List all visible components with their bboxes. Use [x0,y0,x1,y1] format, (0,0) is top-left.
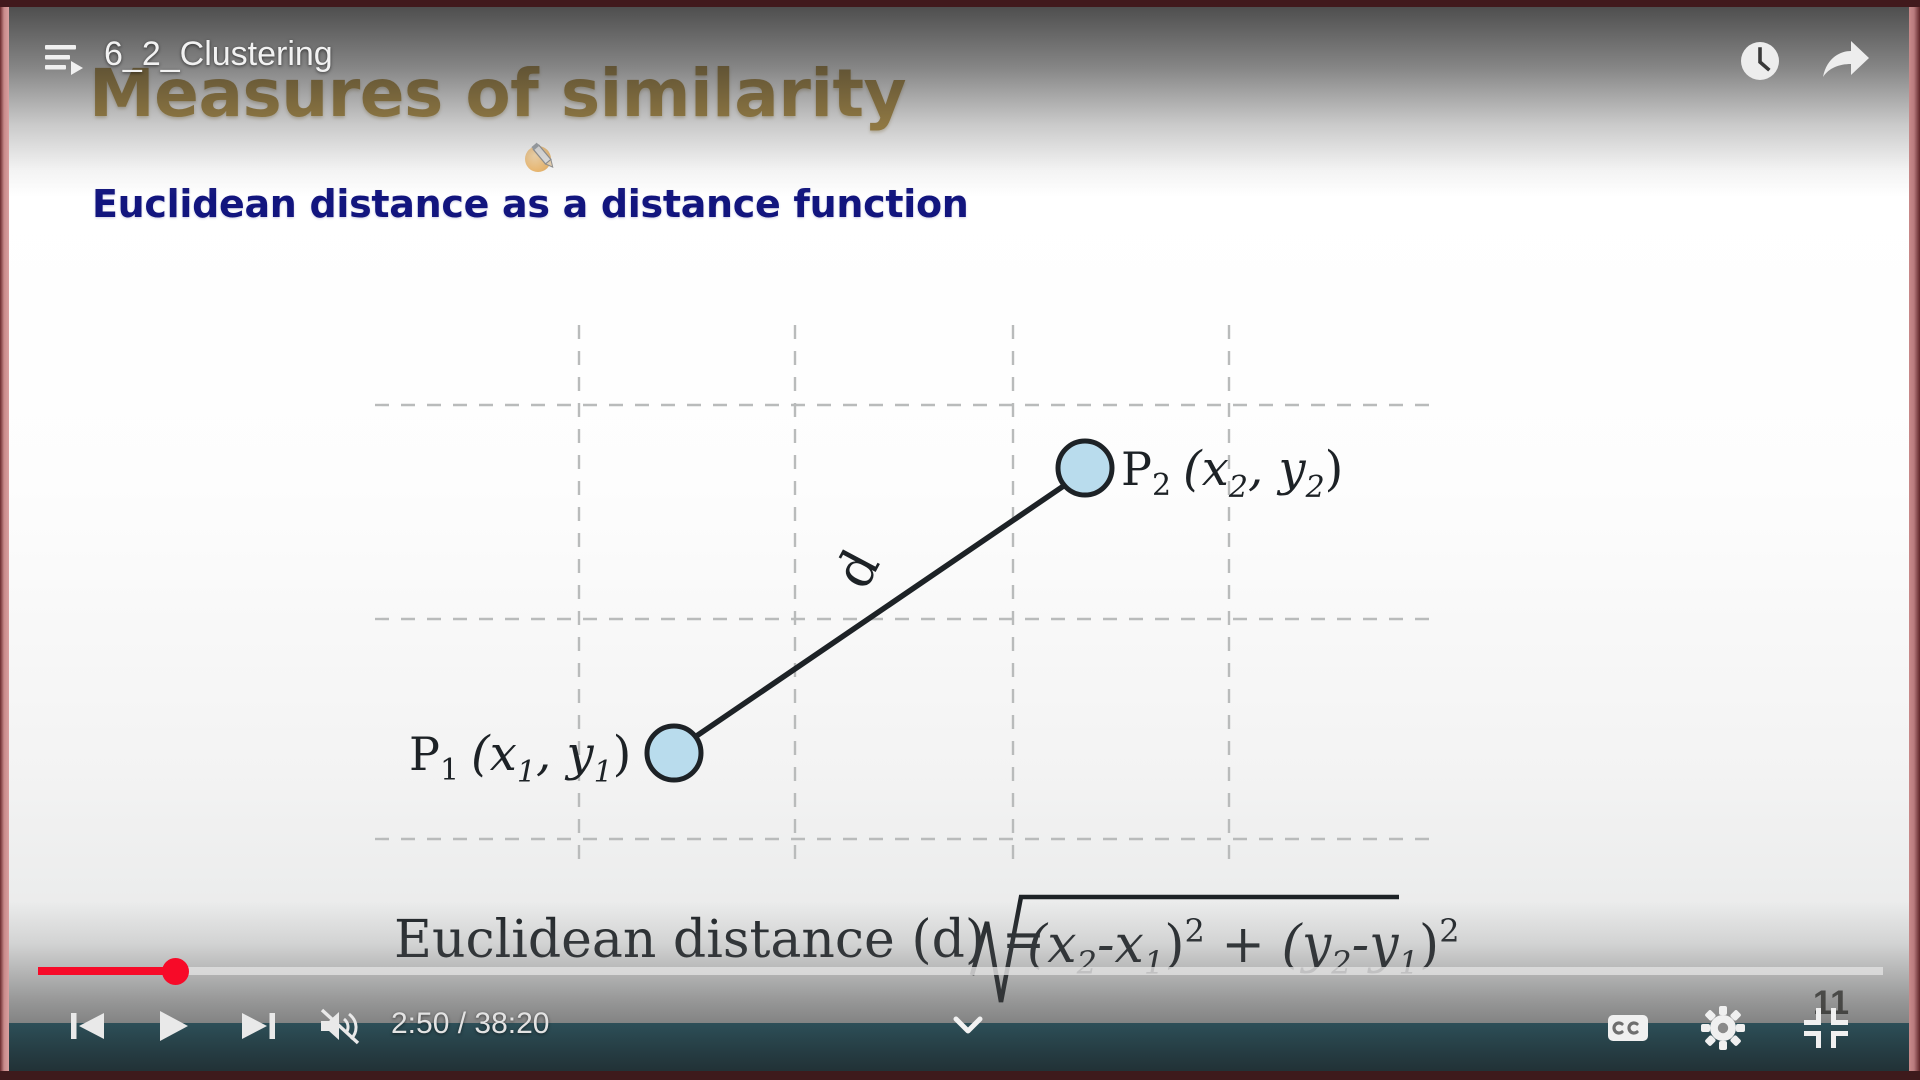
progress-played [38,967,175,975]
exit-fullscreen-icon[interactable] [1795,997,1857,1059]
captions-button[interactable] [1597,997,1659,1059]
progress-bar[interactable] [38,958,1883,985]
point-p2-marker [1055,438,1115,498]
distance-segment [692,482,1068,740]
grid-vertical-lines [577,325,1231,869]
top-gradient-scrim [9,7,1909,197]
point-p2-label: P2 (x2, y2) [1121,441,1343,505]
playlist-queue-icon[interactable] [44,40,84,80]
player-controls-row: 2:50 / 38:20 [9,981,1909,1071]
frame-border-right [1909,0,1920,1080]
previous-video-button[interactable] [57,995,119,1057]
time-display: 2:50 / 38:20 [391,1007,550,1040]
mute-button[interactable] [309,995,371,1057]
chevron-down-icon[interactable] [944,1001,992,1049]
player-top-bar: 6_2_Clustering [9,7,1909,117]
play-button[interactable] [141,995,203,1057]
share-arrow-icon[interactable] [1819,37,1871,85]
frame-border-top [0,0,1920,7]
point-p1-marker [644,723,704,783]
frame-border-left [0,0,9,1080]
progress-handle[interactable] [161,958,189,985]
next-video-button[interactable] [227,995,289,1057]
grid-horizontal-lines [375,403,1433,841]
gear-icon[interactable] [1692,997,1754,1059]
point-p1-label: P1 (x1, y1) [409,726,631,790]
progress-track[interactable] [38,967,1883,975]
bottom-gradient-scrim [9,901,1909,1071]
distance-label: d [824,541,893,599]
video-title[interactable]: 6_2_Clustering [104,35,333,73]
frame-border-bottom [0,1071,1920,1080]
clock-icon[interactable] [1736,37,1784,85]
